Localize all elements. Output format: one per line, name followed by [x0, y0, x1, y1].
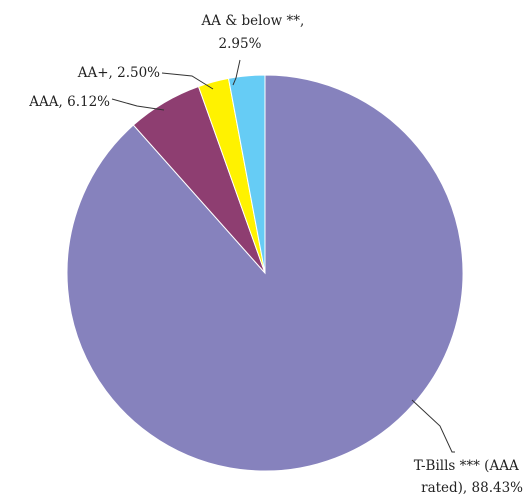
pie-slice-aabelow	[227, 74, 266, 274]
leader-line-aabelow	[232, 59, 241, 86]
pie-slices	[66, 74, 464, 472]
slice-label-aabelow-line1: AA & below **,	[200, 13, 304, 29]
slice-label-aaa: AAA, 6.12%	[28, 94, 110, 110]
leader-line-aaa	[111, 98, 165, 111]
slice-label-aabelow: AA & below **, 2.95%	[200, 13, 308, 52]
slice-label-tbills-line2: rated), 88.43%	[421, 480, 523, 496]
slice-label-tbills-line1: T-Bills *** (AAA	[414, 458, 519, 474]
pie-labels: T-Bills *** (AAA rated), 88.43% AAA, 6.1…	[28, 13, 523, 496]
slice-label-aaplus-line1: AA+, 2.50%	[77, 65, 160, 81]
leader-line-tbills	[411, 399, 455, 453]
slice-label-aabelow-line2: 2.95%	[219, 36, 262, 52]
slice-label-aaa-line1: AAA, 6.12%	[28, 94, 110, 110]
slice-label-aaplus: AA+, 2.50%	[77, 65, 160, 81]
leader-line-aaplus	[161, 72, 214, 90]
slice-label-tbills: T-Bills *** (AAA rated), 88.43%	[414, 458, 523, 496]
